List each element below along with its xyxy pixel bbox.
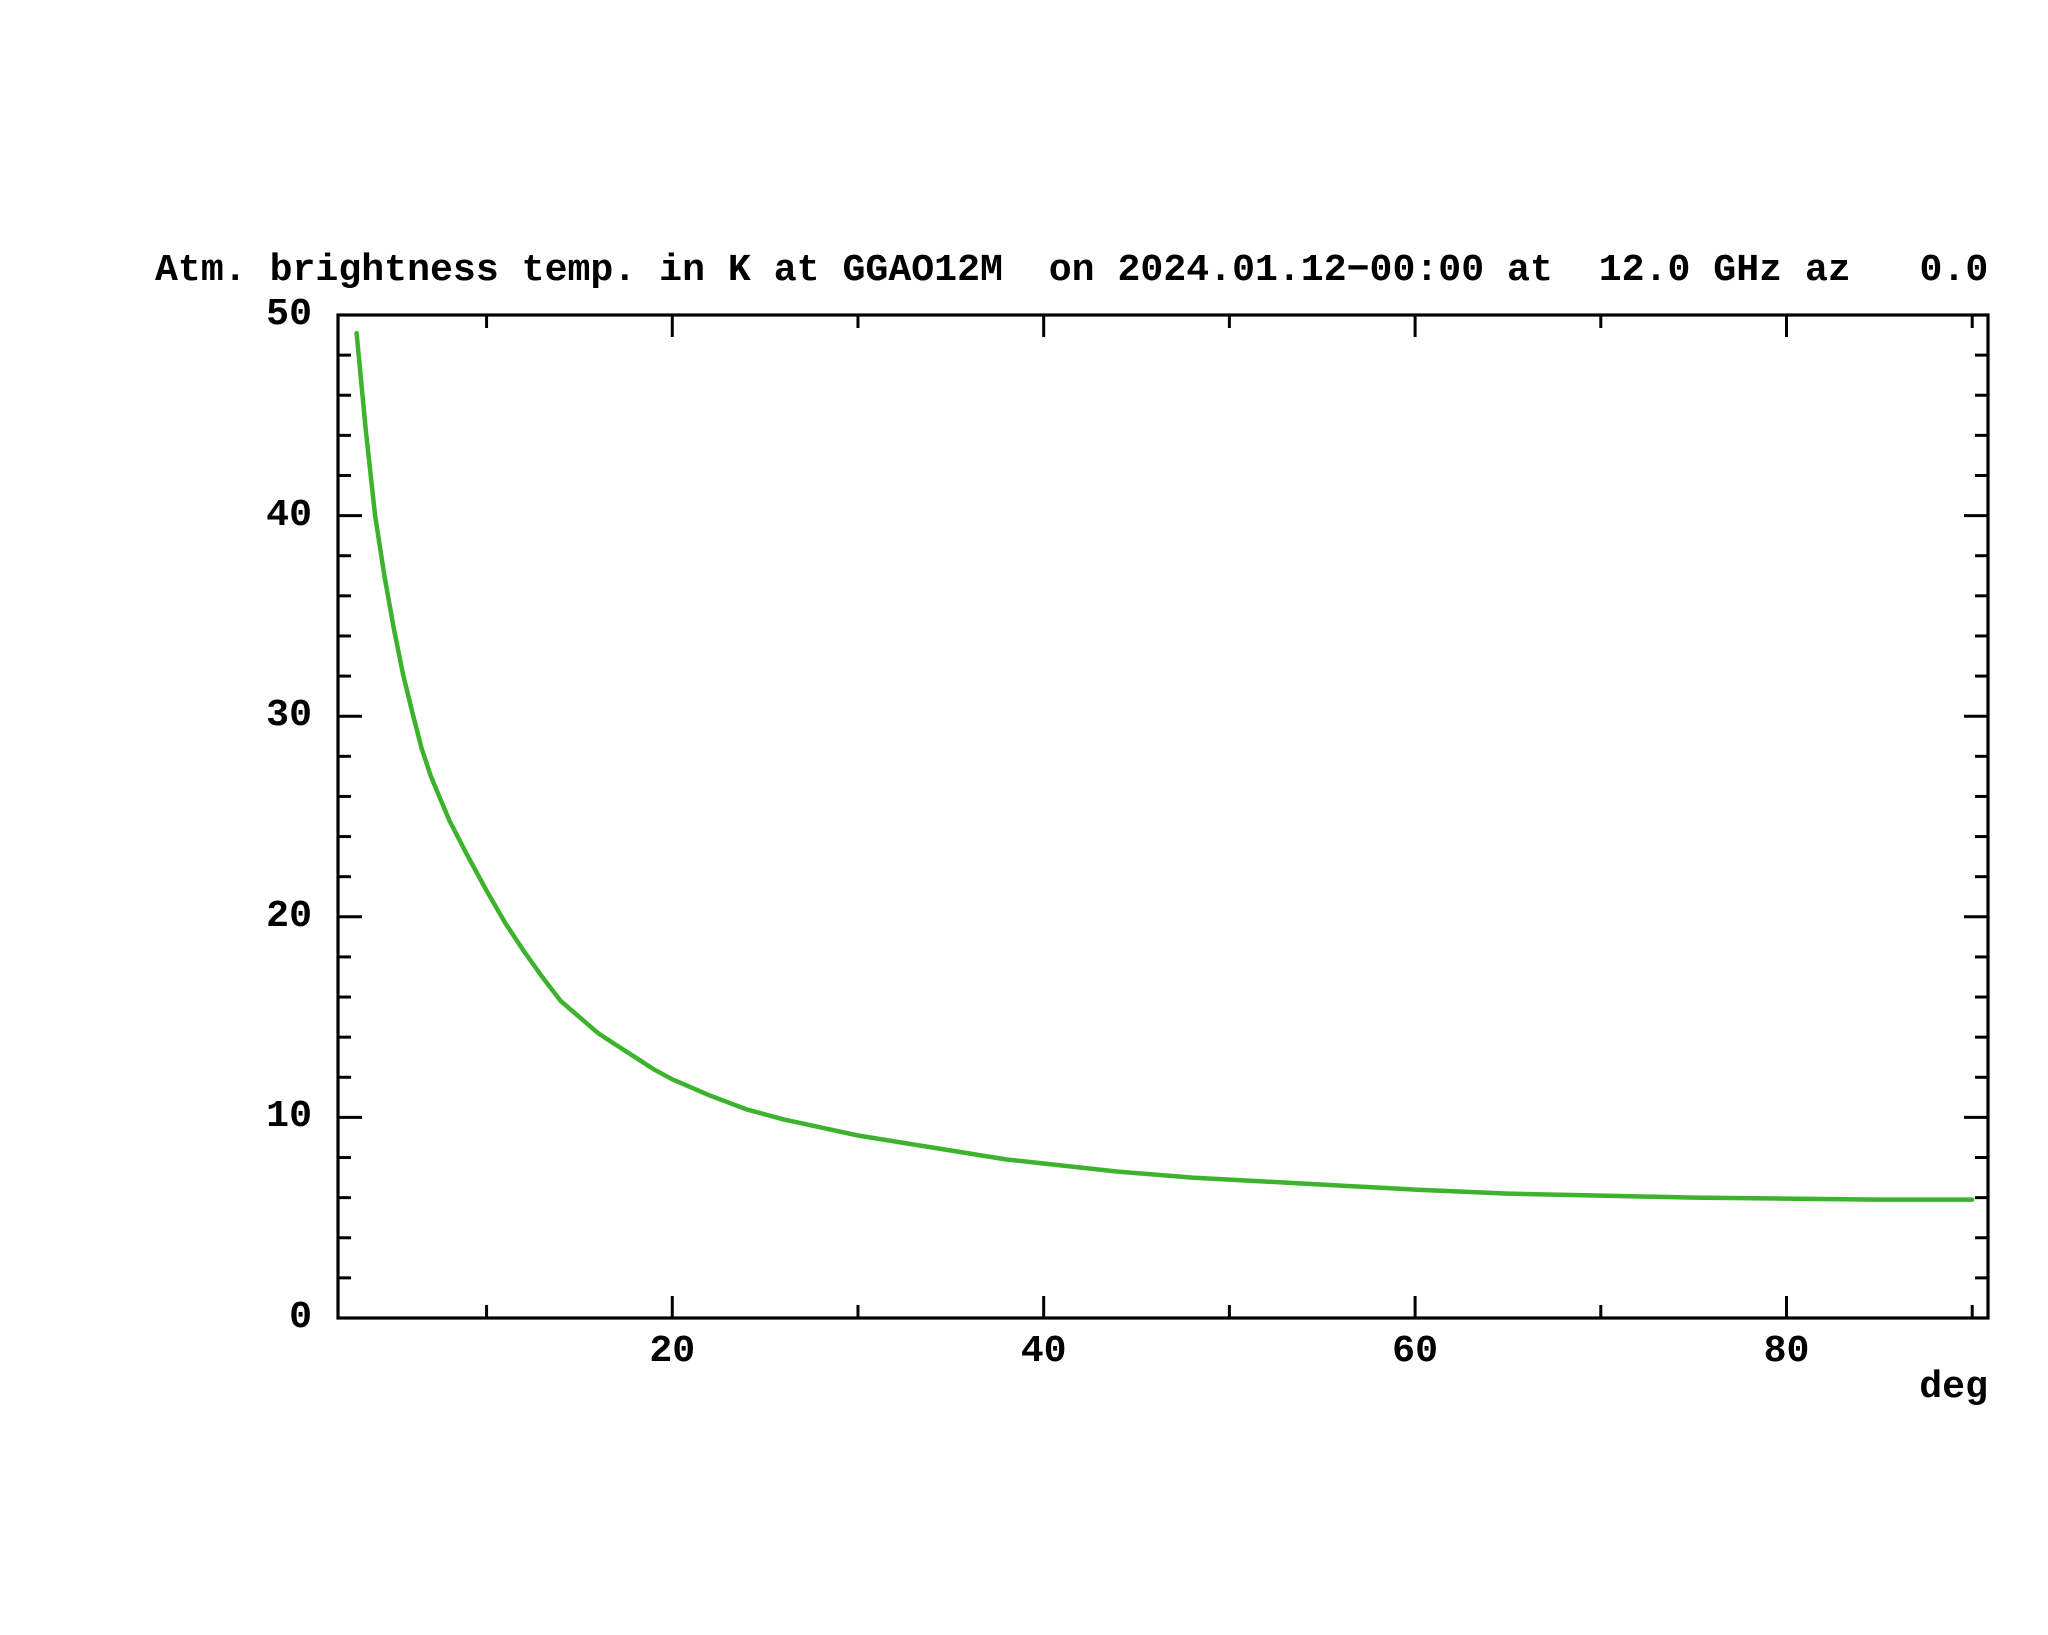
data-curve <box>354 330 1975 1202</box>
chart-title: Atm. brightness temp. in K at GGAO12M on… <box>155 249 1989 292</box>
x-axis-unit-label: deg <box>1919 1366 1988 1409</box>
y-tick-label: 50 <box>266 293 312 336</box>
x-tick-label: 60 <box>1392 1330 1439 1373</box>
y-tick-label: 10 <box>266 1095 312 1139</box>
x-tick-label: 80 <box>1763 1330 1810 1373</box>
x-tick-label: 40 <box>1020 1330 1067 1373</box>
y-tick-label: 30 <box>266 694 312 738</box>
y-tick-label: 40 <box>266 493 312 537</box>
y-tick-label: 20 <box>266 894 312 938</box>
plot-frame <box>336 313 1990 1320</box>
x-tick-label: 20 <box>649 1330 696 1373</box>
y-tick-label: 0 <box>289 1296 312 1339</box>
